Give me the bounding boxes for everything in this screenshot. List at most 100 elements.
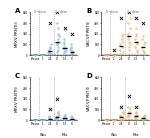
Point — [49, 118, 51, 120]
Point — [119, 114, 122, 116]
Y-axis label: MPXV PRNT$_{50}$: MPXV PRNT$_{50}$ — [14, 20, 21, 48]
Point — [128, 46, 130, 48]
Text: 2$^{nd}$ dose: 2$^{nd}$ dose — [54, 8, 69, 16]
Point — [63, 51, 65, 54]
Point — [143, 116, 145, 119]
Point — [55, 51, 58, 54]
Text: D: D — [86, 73, 92, 79]
Point — [42, 54, 45, 56]
Point — [64, 114, 66, 116]
Point — [143, 43, 146, 46]
Point — [129, 17, 131, 19]
Point — [126, 114, 129, 116]
Point — [49, 118, 51, 120]
Point — [128, 95, 130, 97]
Point — [120, 106, 123, 108]
Point — [49, 47, 52, 50]
Point — [71, 116, 74, 119]
Text: Mos: Mos — [62, 133, 68, 137]
Point — [57, 35, 60, 38]
Point — [57, 112, 60, 115]
Point — [40, 54, 42, 56]
Point — [63, 118, 65, 120]
Text: C: C — [15, 73, 20, 79]
Point — [71, 119, 74, 121]
Point — [133, 38, 136, 40]
Point — [114, 54, 116, 56]
Point — [35, 119, 38, 121]
Point — [42, 119, 45, 121]
Point — [135, 118, 138, 120]
Point — [35, 119, 37, 121]
Point — [49, 53, 52, 55]
Point — [142, 51, 145, 54]
Point — [120, 38, 123, 40]
Point — [112, 119, 114, 121]
Point — [136, 41, 138, 43]
Point — [63, 27, 66, 30]
Point — [70, 115, 72, 117]
Point — [105, 54, 107, 56]
Text: 2$^{nd}$ dose: 2$^{nd}$ dose — [126, 8, 140, 16]
Point — [106, 54, 108, 56]
Point — [55, 116, 57, 119]
Point — [63, 43, 66, 46]
Point — [105, 54, 108, 56]
Point — [47, 51, 50, 54]
Point — [34, 119, 36, 121]
Point — [70, 46, 72, 48]
Text: A: A — [15, 8, 20, 14]
Point — [136, 51, 138, 54]
Point — [56, 98, 58, 100]
Point — [40, 119, 43, 121]
Point — [136, 114, 138, 116]
Point — [41, 119, 43, 121]
Point — [35, 54, 38, 56]
Point — [69, 49, 72, 51]
Point — [57, 46, 59, 48]
Point — [48, 119, 50, 121]
Point — [119, 53, 122, 55]
Point — [56, 115, 58, 117]
Point — [141, 46, 143, 48]
Point — [114, 119, 117, 121]
Point — [113, 54, 116, 56]
Point — [40, 119, 43, 121]
Point — [48, 51, 50, 54]
Point — [41, 54, 44, 56]
Point — [63, 53, 66, 55]
Point — [129, 118, 131, 120]
Point — [34, 119, 36, 121]
Point — [40, 119, 43, 121]
Point — [136, 118, 138, 120]
Point — [43, 54, 45, 56]
Point — [135, 35, 138, 38]
Point — [35, 54, 38, 56]
Point — [57, 41, 60, 43]
Point — [113, 54, 115, 56]
Point — [121, 35, 124, 38]
Point — [113, 54, 115, 56]
Point — [56, 118, 59, 120]
Point — [120, 17, 123, 19]
Point — [128, 11, 130, 14]
Text: Mos: Mos — [133, 133, 140, 137]
Point — [34, 54, 36, 56]
Point — [126, 116, 129, 119]
Point — [48, 49, 51, 51]
Point — [121, 41, 123, 43]
Point — [34, 119, 36, 121]
Point — [34, 119, 37, 121]
Point — [122, 112, 124, 115]
Point — [41, 54, 43, 56]
Point — [63, 41, 66, 43]
Point — [134, 116, 136, 119]
Point — [55, 118, 57, 120]
Point — [65, 50, 67, 52]
Point — [106, 119, 108, 121]
Point — [104, 54, 106, 56]
Point — [114, 54, 116, 56]
Point — [56, 11, 58, 14]
Point — [129, 108, 131, 111]
Point — [128, 41, 130, 43]
